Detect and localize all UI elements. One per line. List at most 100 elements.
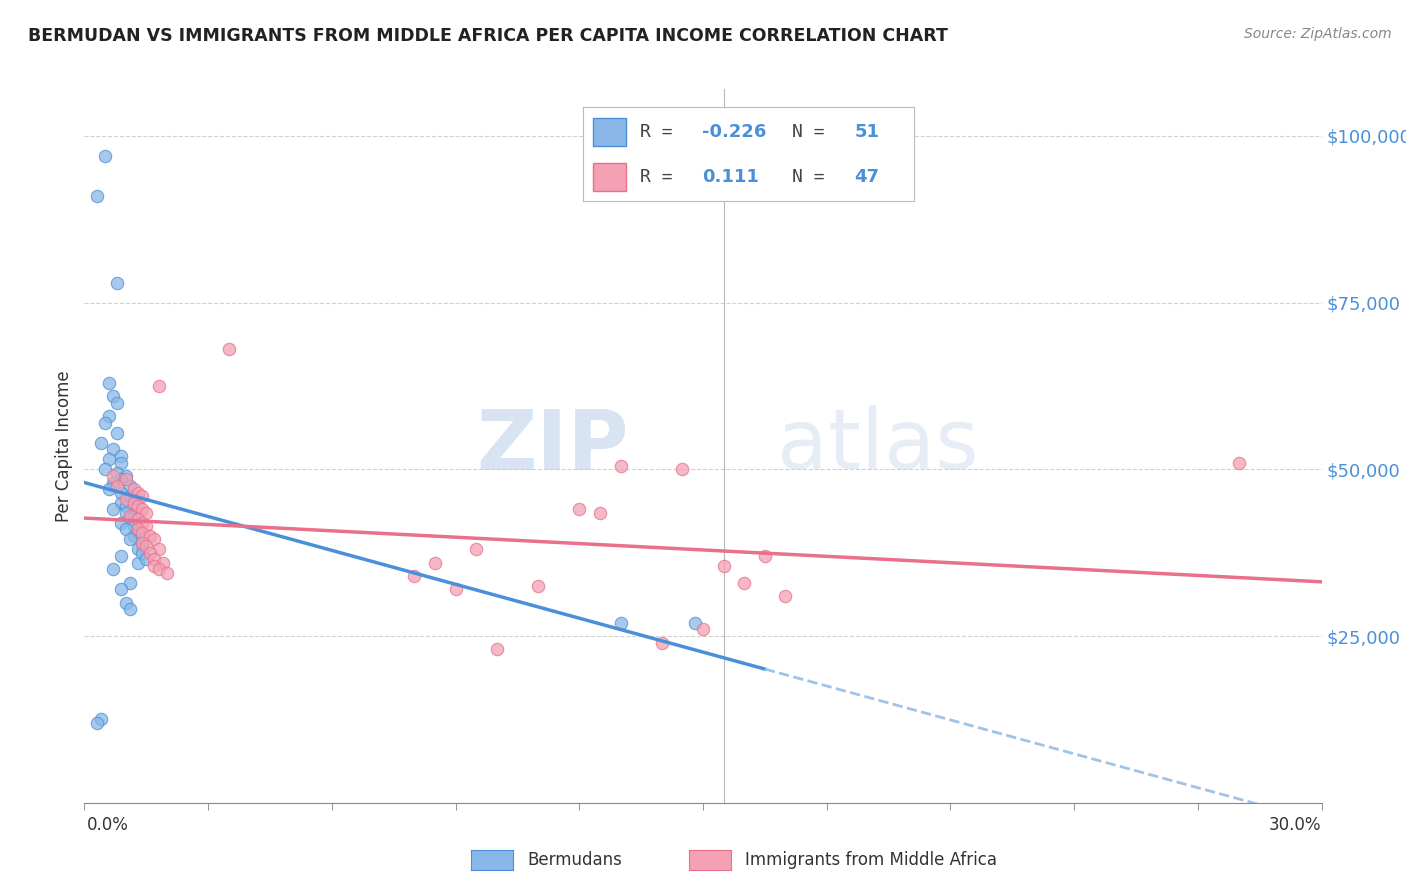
Point — [135, 519, 157, 533]
Point — [86, 715, 108, 730]
Point — [127, 499, 149, 513]
Point — [114, 472, 136, 486]
Point — [152, 556, 174, 570]
Point — [127, 556, 149, 570]
Point — [103, 475, 125, 490]
Point — [94, 149, 117, 163]
Point — [118, 575, 141, 590]
Point — [218, 343, 240, 357]
Point — [114, 596, 136, 610]
Point — [683, 615, 706, 630]
Point — [148, 562, 170, 576]
Point — [485, 642, 508, 657]
Point — [122, 483, 145, 497]
Point — [131, 539, 153, 553]
Bar — [593, 119, 627, 146]
Point — [90, 713, 112, 727]
Point — [98, 409, 121, 423]
Text: N =: N = — [792, 169, 835, 186]
Point — [114, 469, 136, 483]
Point — [156, 566, 179, 580]
Point — [131, 525, 153, 540]
Point — [127, 522, 149, 536]
Bar — [593, 163, 627, 191]
Y-axis label: Per Capita Income: Per Capita Income — [55, 370, 73, 522]
Point — [110, 582, 132, 597]
Point — [110, 449, 132, 463]
Point — [127, 542, 149, 557]
Point — [103, 442, 125, 457]
Point — [143, 559, 166, 574]
Point — [105, 395, 128, 409]
Text: R =: R = — [640, 123, 683, 141]
Point — [713, 559, 735, 574]
Text: Bermudans: Bermudans — [527, 851, 621, 869]
Point — [135, 506, 157, 520]
Point — [103, 502, 125, 516]
Point — [98, 452, 121, 467]
Point — [105, 466, 128, 480]
Point — [692, 623, 714, 637]
Point — [131, 535, 153, 549]
Point — [671, 462, 693, 476]
Point — [135, 539, 157, 553]
Point — [118, 489, 141, 503]
Text: Immigrants from Middle Africa: Immigrants from Middle Africa — [745, 851, 997, 869]
Text: atlas: atlas — [778, 406, 979, 486]
Point — [118, 509, 141, 524]
Point — [103, 469, 125, 483]
Text: 51: 51 — [855, 123, 879, 141]
Point — [465, 542, 488, 557]
Point — [98, 376, 121, 390]
Point — [114, 506, 136, 520]
Point — [110, 496, 132, 510]
Point — [98, 483, 121, 497]
Point — [148, 379, 170, 393]
Point — [143, 533, 166, 547]
Point — [114, 522, 136, 536]
Text: R =: R = — [640, 169, 683, 186]
Point — [103, 389, 125, 403]
Text: 0.0%: 0.0% — [87, 816, 129, 834]
Point — [143, 552, 166, 566]
Point — [139, 529, 162, 543]
Point — [114, 492, 136, 507]
Text: N =: N = — [792, 123, 835, 141]
Point — [1227, 456, 1250, 470]
Point — [105, 276, 128, 290]
Point — [131, 516, 153, 530]
Point — [110, 516, 132, 530]
Point — [609, 615, 631, 630]
Text: BERMUDAN VS IMMIGRANTS FROM MIDDLE AFRICA PER CAPITA INCOME CORRELATION CHART: BERMUDAN VS IMMIGRANTS FROM MIDDLE AFRIC… — [28, 27, 948, 45]
Point — [114, 499, 136, 513]
Point — [444, 582, 467, 597]
Point — [122, 529, 145, 543]
Point — [135, 552, 157, 566]
Point — [131, 502, 153, 516]
Point — [94, 416, 117, 430]
Point — [105, 425, 128, 440]
Point — [754, 549, 776, 563]
Point — [733, 575, 755, 590]
Point — [609, 458, 631, 473]
Point — [127, 512, 149, 526]
Point — [118, 512, 141, 526]
Point — [131, 489, 153, 503]
Point — [94, 462, 117, 476]
Point — [423, 556, 446, 570]
Text: -0.226: -0.226 — [703, 123, 766, 141]
Point — [118, 602, 141, 616]
Text: 0.111: 0.111 — [703, 169, 759, 186]
Point — [110, 485, 132, 500]
Text: ZIP: ZIP — [477, 406, 628, 486]
Point — [775, 589, 797, 603]
Text: 30.0%: 30.0% — [1270, 816, 1322, 834]
Point — [148, 542, 170, 557]
Text: Source: ZipAtlas.com: Source: ZipAtlas.com — [1244, 27, 1392, 41]
Point — [127, 525, 149, 540]
Point — [122, 519, 145, 533]
Point — [127, 485, 149, 500]
Point — [122, 509, 145, 524]
Point — [568, 502, 591, 516]
Point — [118, 533, 141, 547]
